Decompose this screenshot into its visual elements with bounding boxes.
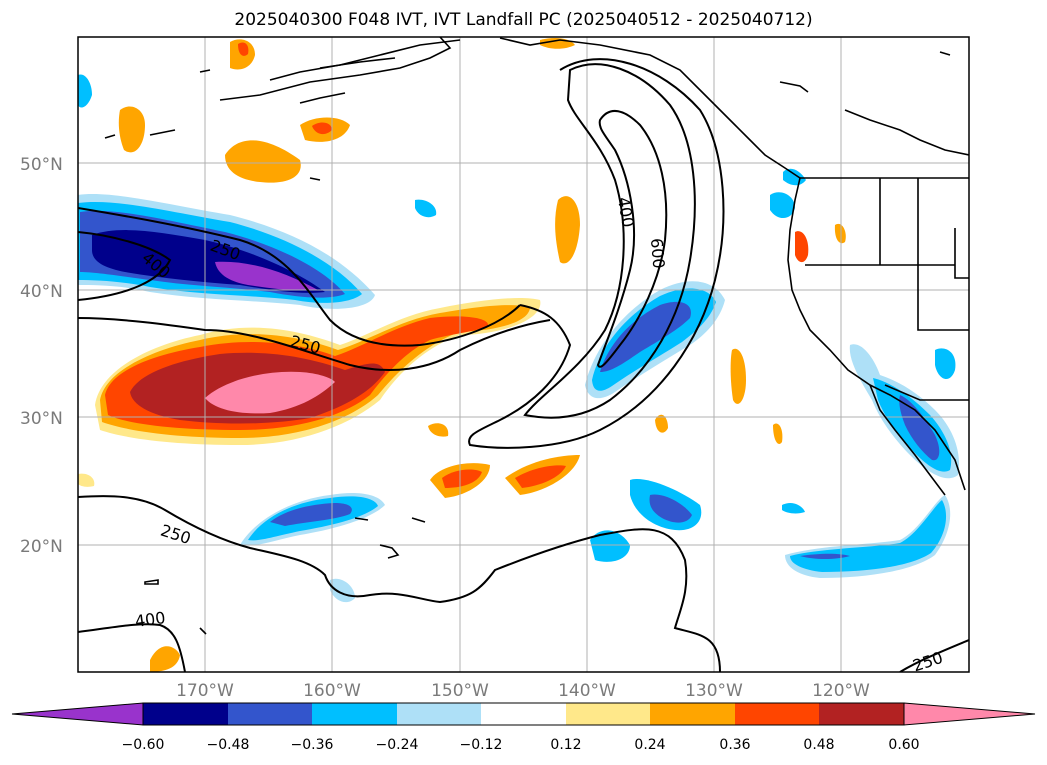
colorbar-bin	[650, 703, 735, 725]
contour-250-jet	[468, 58, 725, 449]
pos-blob-j	[795, 231, 809, 263]
contour-600	[596, 110, 668, 368]
lat-labels: 50°N 40°N 30°N 20°N	[20, 155, 63, 557]
pos-blob-k	[834, 223, 846, 244]
neg-jet-blue	[600, 301, 691, 372]
pos-blob-o	[428, 423, 449, 437]
lon-label: 160°W	[303, 681, 361, 701]
contour-label: 600	[647, 237, 669, 269]
lon-label: 150°W	[431, 681, 489, 701]
colorbar-bin	[312, 703, 397, 725]
contour-400-nw	[78, 231, 172, 301]
lat-label: 20°N	[20, 537, 63, 557]
pos-blob-b2	[312, 122, 332, 135]
colorbar-tick-label: 0.24	[634, 737, 665, 753]
pos-blob-d2	[238, 42, 249, 56]
neg-mid-a	[415, 199, 437, 218]
lat-label: 30°N	[20, 409, 63, 429]
contour-250-south	[78, 495, 721, 672]
neg-mid-b	[782, 502, 805, 514]
lat-label: 50°N	[20, 155, 63, 175]
neg-ca-c	[770, 192, 795, 219]
coastlines	[104, 37, 969, 635]
colorbar-tick-label: −0.36	[291, 737, 334, 753]
pos-band-pink	[205, 371, 335, 414]
contour-400	[523, 63, 696, 419]
colorbar-tick-label: 0.48	[803, 737, 834, 753]
pos-blob-g2	[442, 469, 482, 488]
colorbar-low-arrow	[11, 702, 144, 726]
lon-label: 170°W	[176, 681, 234, 701]
map-frame	[77, 36, 970, 673]
contour-250-se	[899, 639, 969, 672]
colorbar-tick-label: −0.12	[460, 737, 503, 753]
lon-label: 140°W	[558, 681, 616, 701]
colorbar-tick-label: −0.48	[207, 737, 250, 753]
lon-labels: 170°W 160°W 150°W 140°W 130°W 120°W	[176, 681, 870, 701]
map-title: 2025040300 F048 IVT, IVT Landfall PC (20…	[234, 10, 813, 30]
lon-label: 130°W	[685, 681, 743, 701]
colorbar-bin	[481, 703, 566, 725]
contour-label-group: 250 400 250 400 600 250 250 400 250	[134, 195, 945, 672]
pos-blob-p	[78, 473, 95, 487]
colorbar-tick-label: 0.60	[888, 737, 919, 753]
ivt-contours	[78, 58, 969, 672]
neg-cs-b	[590, 530, 630, 562]
contour-250-north	[78, 207, 521, 347]
gridlines	[78, 37, 969, 672]
colorbar-tick-label: −0.24	[376, 737, 419, 753]
colorbar-bin	[819, 703, 904, 725]
pos-blob-f	[555, 196, 580, 264]
lon-label: 120°W	[812, 681, 870, 701]
pos-blob-n	[773, 423, 783, 445]
colorbar-bin	[228, 703, 312, 725]
pos-blob-m	[655, 414, 668, 433]
neg-se-blue	[800, 553, 850, 559]
pos-blob-h2	[515, 465, 566, 488]
neg-cs-a2	[649, 494, 692, 523]
colorbar-tick-label: 0.36	[719, 737, 750, 753]
colorbar-high-arrow	[903, 702, 1036, 726]
pos-blob-c	[118, 106, 145, 153]
neg-ca-d	[783, 168, 806, 186]
colorbar-bin	[566, 703, 650, 725]
neg-central-blue	[270, 503, 352, 526]
colorbar-bin	[143, 703, 228, 725]
colorbar-ticks: −0.60 −0.48 −0.36 −0.24 −0.12 0.12 0.24 …	[122, 737, 920, 753]
lat-label: 40°N	[20, 282, 63, 302]
pos-blob-a	[225, 140, 301, 183]
contour-label: 400	[134, 608, 167, 631]
neg-ca-blue	[899, 395, 940, 461]
neg-ca-b	[935, 348, 956, 380]
contour-400-sw	[78, 623, 186, 672]
colorbar-bin	[735, 703, 819, 725]
pos-blob-i	[730, 348, 746, 404]
neg-ne-a	[78, 74, 92, 108]
colorbar-tick-label: 0.12	[550, 737, 581, 753]
contour-250-mid	[78, 317, 551, 371]
neg-band-nw-purple	[215, 261, 318, 291]
colorbar: −0.60 −0.48 −0.36 −0.24 −0.12 0.12 0.24 …	[11, 702, 1036, 753]
colorbar-bin	[397, 703, 481, 725]
colorbar-tick-label: −0.60	[122, 737, 165, 753]
colorbar-frame	[142, 702, 905, 726]
pos-blob-l	[150, 646, 180, 672]
